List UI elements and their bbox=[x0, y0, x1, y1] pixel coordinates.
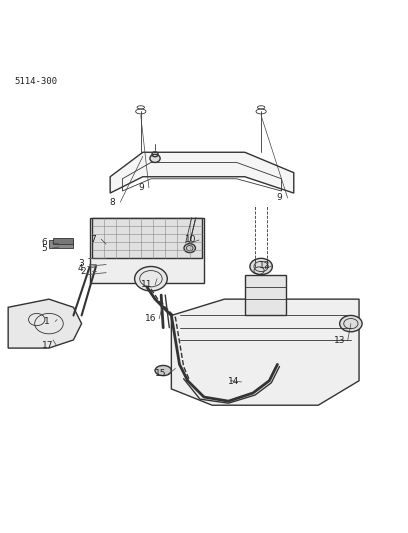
Bar bbox=[49, 240, 73, 248]
Text: 5: 5 bbox=[41, 244, 47, 253]
Text: 17: 17 bbox=[42, 341, 54, 350]
Text: 16: 16 bbox=[145, 314, 157, 323]
Text: 5114-300: 5114-300 bbox=[14, 77, 57, 86]
Polygon shape bbox=[245, 274, 286, 316]
Bar bbox=[92, 217, 202, 259]
Ellipse shape bbox=[339, 316, 362, 332]
Text: 11: 11 bbox=[141, 280, 153, 289]
Bar bbox=[90, 217, 204, 283]
Text: 3: 3 bbox=[78, 259, 84, 268]
Text: 14: 14 bbox=[228, 377, 239, 386]
Polygon shape bbox=[171, 299, 359, 405]
Text: 10: 10 bbox=[185, 236, 197, 245]
Text: 9: 9 bbox=[277, 193, 282, 203]
Polygon shape bbox=[110, 152, 294, 193]
Ellipse shape bbox=[250, 259, 273, 274]
Ellipse shape bbox=[184, 244, 195, 253]
Text: 2: 2 bbox=[81, 267, 86, 276]
Text: 7: 7 bbox=[90, 235, 96, 244]
Text: 9: 9 bbox=[138, 183, 144, 192]
Ellipse shape bbox=[150, 154, 160, 163]
Text: 6: 6 bbox=[41, 238, 47, 247]
Text: 8: 8 bbox=[109, 198, 115, 206]
Polygon shape bbox=[8, 299, 82, 348]
Text: 12: 12 bbox=[259, 261, 270, 270]
Text: 4: 4 bbox=[78, 264, 84, 273]
Bar bbox=[53, 238, 73, 244]
Ellipse shape bbox=[180, 378, 196, 388]
Text: 15: 15 bbox=[155, 369, 166, 378]
Ellipse shape bbox=[155, 366, 171, 376]
Text: 1: 1 bbox=[44, 317, 50, 326]
Ellipse shape bbox=[135, 266, 167, 291]
Text: 13: 13 bbox=[334, 336, 345, 345]
